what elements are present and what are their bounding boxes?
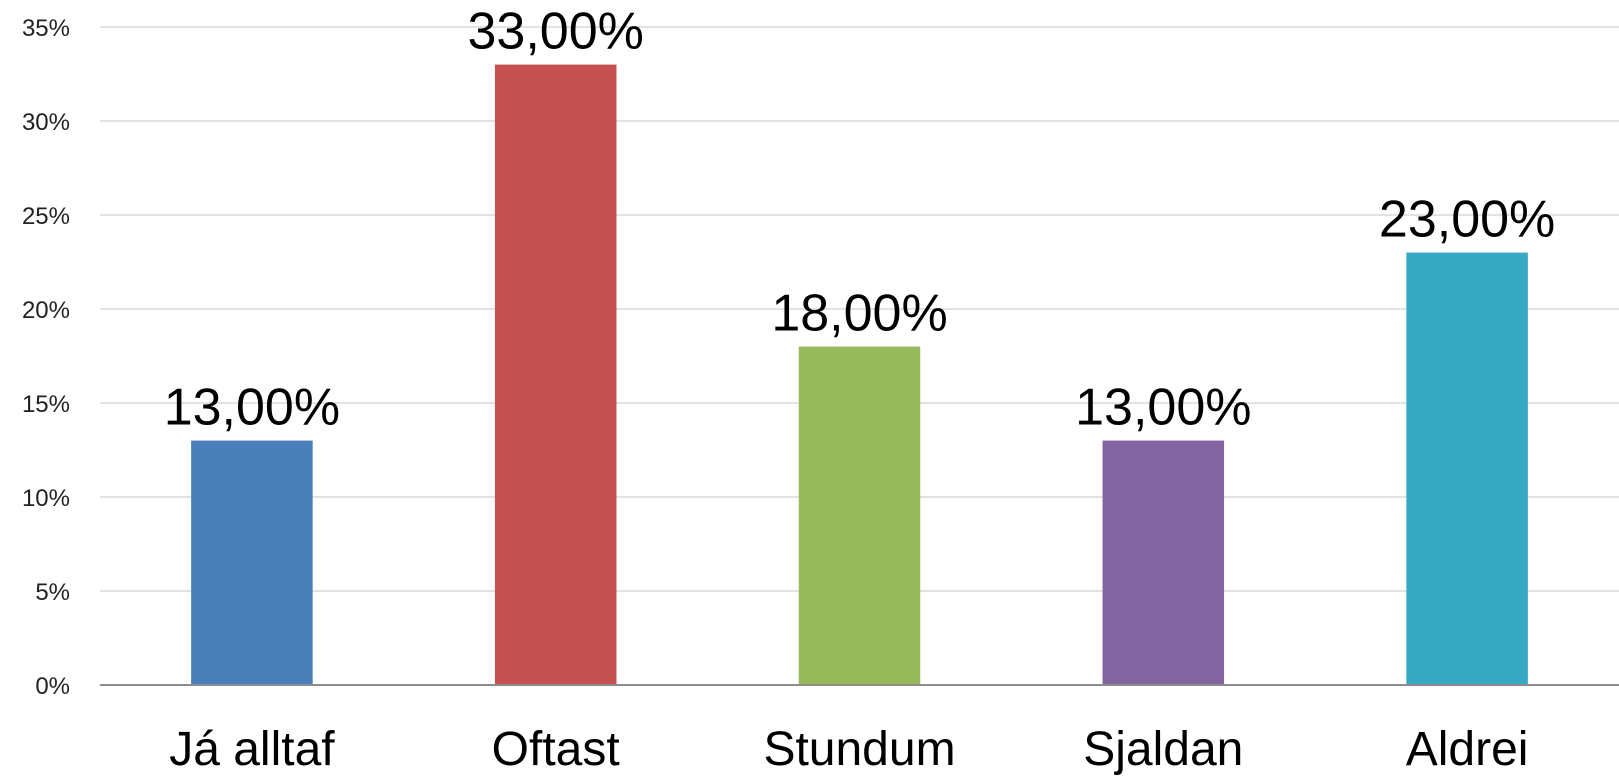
bar [191, 440, 313, 685]
bar [1102, 440, 1225, 685]
data-label: 33,00% [468, 3, 644, 61]
y-tick-label: 35% [22, 15, 70, 42]
x-tick-label: Já alltaf [169, 723, 335, 776]
y-tick-label: 30% [22, 109, 70, 136]
data-label: 18,00% [771, 285, 947, 343]
x-tick-label: Aldrei [1406, 723, 1529, 776]
y-tick-label: 20% [22, 297, 70, 324]
bar [494, 64, 617, 686]
x-tick-label: Sjaldan [1083, 723, 1243, 776]
x-tick-label: Oftast [492, 723, 620, 776]
data-labels: 13,00% 33,00% 18,00% 13,00% 23,00% [164, 3, 1556, 437]
x-tick-label: Stundum [763, 723, 955, 776]
x-axis-ticks: Já alltaf Oftast Stundum Sjaldan Aldrei [169, 723, 1528, 776]
data-label: 13,00% [1075, 379, 1251, 437]
y-tick-label: 5% [35, 579, 70, 606]
y-axis-ticks: 0% 5% 10% 15% 20% 25% 30% 35% [22, 15, 70, 700]
bar [798, 346, 921, 685]
data-label: 13,00% [164, 379, 340, 437]
y-tick-label: 25% [22, 203, 70, 230]
bars [191, 64, 1528, 686]
y-tick-label: 10% [22, 485, 70, 512]
y-tick-label: 15% [22, 391, 70, 418]
y-tick-label: 0% [35, 673, 70, 700]
data-label: 23,00% [1379, 191, 1555, 249]
bar [1406, 252, 1528, 685]
